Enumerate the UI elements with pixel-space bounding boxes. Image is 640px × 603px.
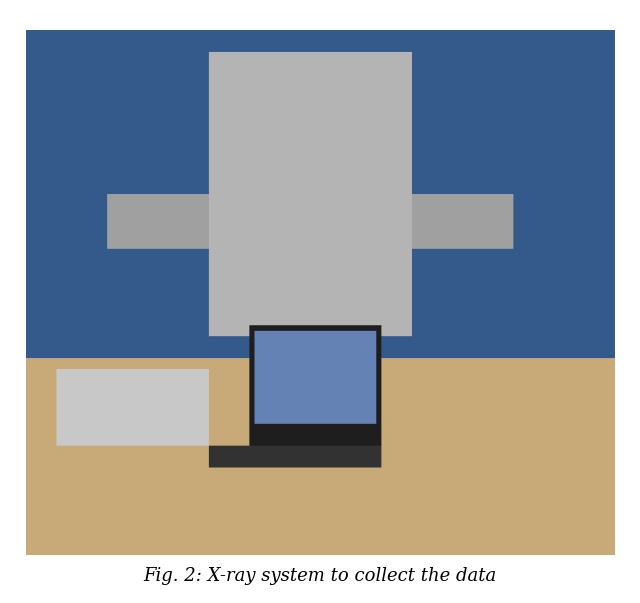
Text: Fig. 2: X-ray system to collect the data: Fig. 2: X-ray system to collect the data (143, 567, 497, 585)
